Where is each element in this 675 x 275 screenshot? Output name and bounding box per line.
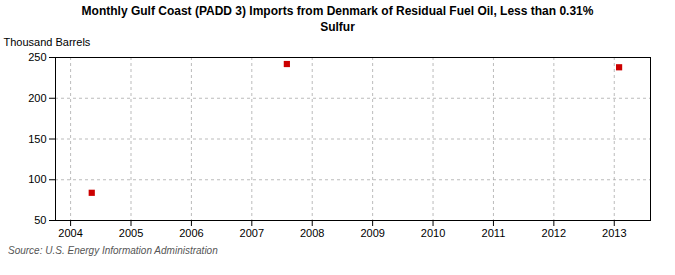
html-text:Monthly Gulf Coast (PADD 3) Im: Monthly Gulf Coast (PADD 3) Imports from… [81, 4, 594, 34]
svg-text:2008: 2008 [300, 227, 324, 239]
svg-text:200: 200 [28, 92, 46, 104]
svg-text:150: 150 [28, 133, 46, 145]
svg-text:2005: 2005 [119, 227, 143, 239]
svg-text:2013: 2013 [602, 227, 626, 239]
svg-text:100: 100 [28, 173, 46, 185]
svg-text:2004: 2004 [58, 227, 82, 239]
svg-text:2010: 2010 [421, 227, 445, 239]
svg-text:2009: 2009 [360, 227, 384, 239]
svg-text:50: 50 [34, 214, 46, 226]
svg-text:2006: 2006 [179, 227, 203, 239]
html-text:Source: U.S. Energy Informatio: Source: U.S. Energy Information Administ… [8, 245, 218, 257]
svg-text:250: 250 [28, 51, 46, 63]
svg-text:2007: 2007 [240, 227, 264, 239]
svg-text:2011: 2011 [482, 227, 506, 239]
svg-text:Thousand Barrels: Thousand Barrels [4, 36, 91, 48]
svg-text:2012: 2012 [542, 227, 566, 239]
